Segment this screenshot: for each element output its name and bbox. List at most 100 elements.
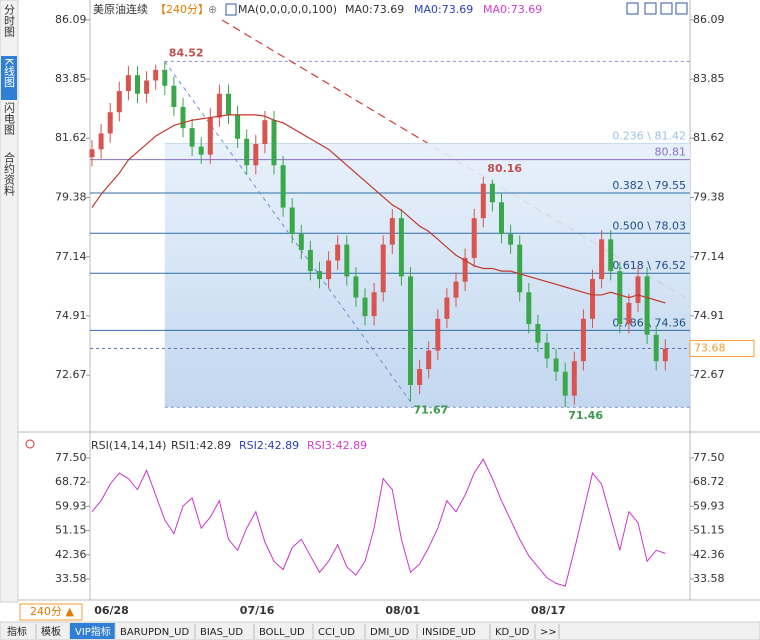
candle-body bbox=[216, 93, 222, 118]
candle-body bbox=[489, 183, 495, 203]
icon[interactable] bbox=[644, 2, 657, 15]
icon[interactable] bbox=[675, 2, 688, 15]
toolbar-tab[interactable]: BARUPDN_UD bbox=[120, 627, 189, 638]
y-tick-label-right: 86.09 bbox=[693, 13, 725, 26]
candle-body bbox=[262, 120, 268, 145]
low-label: 71.46 bbox=[568, 409, 603, 422]
period-button[interactable] bbox=[19, 603, 83, 621]
candle-body bbox=[435, 318, 441, 351]
candle-body bbox=[462, 257, 468, 282]
candle-body bbox=[380, 244, 386, 293]
candle-body bbox=[644, 276, 650, 335]
candle-body bbox=[280, 165, 286, 208]
candle-body bbox=[289, 207, 295, 235]
candle-body bbox=[307, 249, 313, 272]
candle-body bbox=[335, 244, 341, 261]
candle-body bbox=[398, 218, 404, 277]
fib-label: 0.500 \ 78.03 bbox=[612, 219, 686, 232]
candle-body bbox=[599, 239, 605, 280]
candle-body bbox=[499, 202, 504, 235]
toolbar-tab[interactable]: 指标 bbox=[7, 625, 27, 638]
toolbar-tab[interactable]: 模板 bbox=[41, 625, 61, 638]
sidebar-tab[interactable]: 分时图 bbox=[3, 4, 16, 38]
rsi-label: RSI3:42.89 bbox=[307, 439, 367, 452]
rsi-tick-label-right: 68.72 bbox=[693, 475, 725, 488]
rsi-tick-label: 77.50 bbox=[55, 451, 87, 464]
chart-title: 美原油连续 bbox=[93, 2, 148, 16]
rsi-tick-label-right: 51.15 bbox=[693, 524, 725, 537]
window-icons bbox=[626, 2, 688, 15]
candle-body bbox=[635, 276, 641, 303]
candle-body bbox=[344, 244, 350, 277]
toolbar-tab[interactable]: >> bbox=[540, 627, 557, 638]
sidebar-tab[interactable]: 合约资料 bbox=[3, 151, 16, 197]
candle-body bbox=[362, 297, 368, 317]
candle-body bbox=[198, 146, 204, 155]
candle-body bbox=[544, 342, 550, 359]
icon[interactable] bbox=[626, 2, 639, 15]
candle-body bbox=[608, 239, 614, 272]
sidebar bbox=[0, 0, 19, 603]
candle-body bbox=[317, 271, 322, 280]
fib-label: 0.382 \ 79.55 bbox=[612, 179, 686, 192]
toolbar-tab[interactable]: CCI_UD bbox=[318, 627, 355, 638]
candle-body bbox=[426, 350, 432, 370]
candle-body bbox=[298, 234, 304, 250]
last-price-label: 73.68 bbox=[694, 341, 726, 354]
rsi-icon[interactable] bbox=[25, 439, 35, 449]
candle-body bbox=[326, 260, 332, 280]
ma-label: MA0:73.69 bbox=[414, 3, 473, 16]
candle-body bbox=[189, 128, 195, 147]
candle-body bbox=[144, 80, 150, 94]
toolbar-tab[interactable]: DMI_UD bbox=[370, 627, 410, 638]
y-tick-label-right: 74.91 bbox=[693, 309, 725, 322]
x-tick-label: 08/01 bbox=[385, 604, 420, 617]
candle-body bbox=[417, 369, 423, 385]
sidebar-tab[interactable]: K线图 bbox=[3, 58, 16, 88]
candle-body bbox=[135, 75, 140, 94]
y-tick-label-right: 83.85 bbox=[693, 72, 725, 85]
rsi-tick-label: 33.58 bbox=[55, 572, 87, 585]
period: 【240分】 bbox=[155, 3, 209, 16]
period-button-label[interactable]: 240分 ▲ bbox=[30, 605, 74, 618]
toolbar bbox=[0, 621, 760, 640]
candle-body bbox=[207, 117, 213, 155]
rsi-tick-label-right: 42.36 bbox=[693, 548, 725, 561]
fib-label: 0.618 \ 76.52 bbox=[612, 259, 686, 272]
candle-body bbox=[580, 318, 586, 362]
y-tick-label-right: 77.14 bbox=[693, 250, 725, 263]
high-label: 84.52 bbox=[169, 46, 204, 59]
candle-body bbox=[271, 120, 277, 166]
toolbar-tab[interactable]: BOLL_UD bbox=[259, 627, 305, 638]
toolbar-tab[interactable]: KD_UD bbox=[495, 627, 530, 638]
candle-body bbox=[517, 244, 523, 293]
candle-body bbox=[226, 93, 231, 115]
x-tick-label: 07/16 bbox=[240, 604, 275, 617]
toolbar-tab[interactable]: VIP指标 bbox=[75, 625, 111, 638]
candle-body bbox=[480, 183, 486, 219]
rsi-line bbox=[91, 458, 666, 587]
toolbar-tab[interactable]: INSIDE_UD bbox=[422, 627, 476, 638]
candle-body bbox=[244, 138, 250, 166]
candle-body bbox=[389, 218, 395, 245]
low-label: 71.67 bbox=[414, 404, 449, 417]
rsi-label: RSI2:42.89 bbox=[239, 439, 299, 452]
ma-icon[interactable] bbox=[225, 3, 237, 16]
candle-body bbox=[408, 276, 413, 385]
candle-body bbox=[571, 361, 577, 396]
candle-body bbox=[153, 69, 159, 81]
y-tick-label: 83.85 bbox=[55, 72, 87, 85]
candle-body bbox=[617, 271, 623, 325]
rsi-title: RSI(14,14,14) bbox=[91, 439, 166, 452]
y-tick-label: 74.91 bbox=[55, 309, 87, 322]
sidebar-tab[interactable]: 闪电图 bbox=[3, 101, 16, 136]
settings-icon[interactable]: ⊕ bbox=[208, 3, 217, 16]
ma-label: MA0:73.69 bbox=[345, 3, 404, 16]
candle-body bbox=[653, 334, 659, 362]
icon[interactable] bbox=[660, 2, 673, 15]
toolbar-tab[interactable]: BIAS_UD bbox=[200, 627, 243, 638]
candle-body bbox=[590, 279, 595, 319]
swing-line bbox=[164, 61, 411, 402]
last-price-tag bbox=[689, 339, 755, 357]
